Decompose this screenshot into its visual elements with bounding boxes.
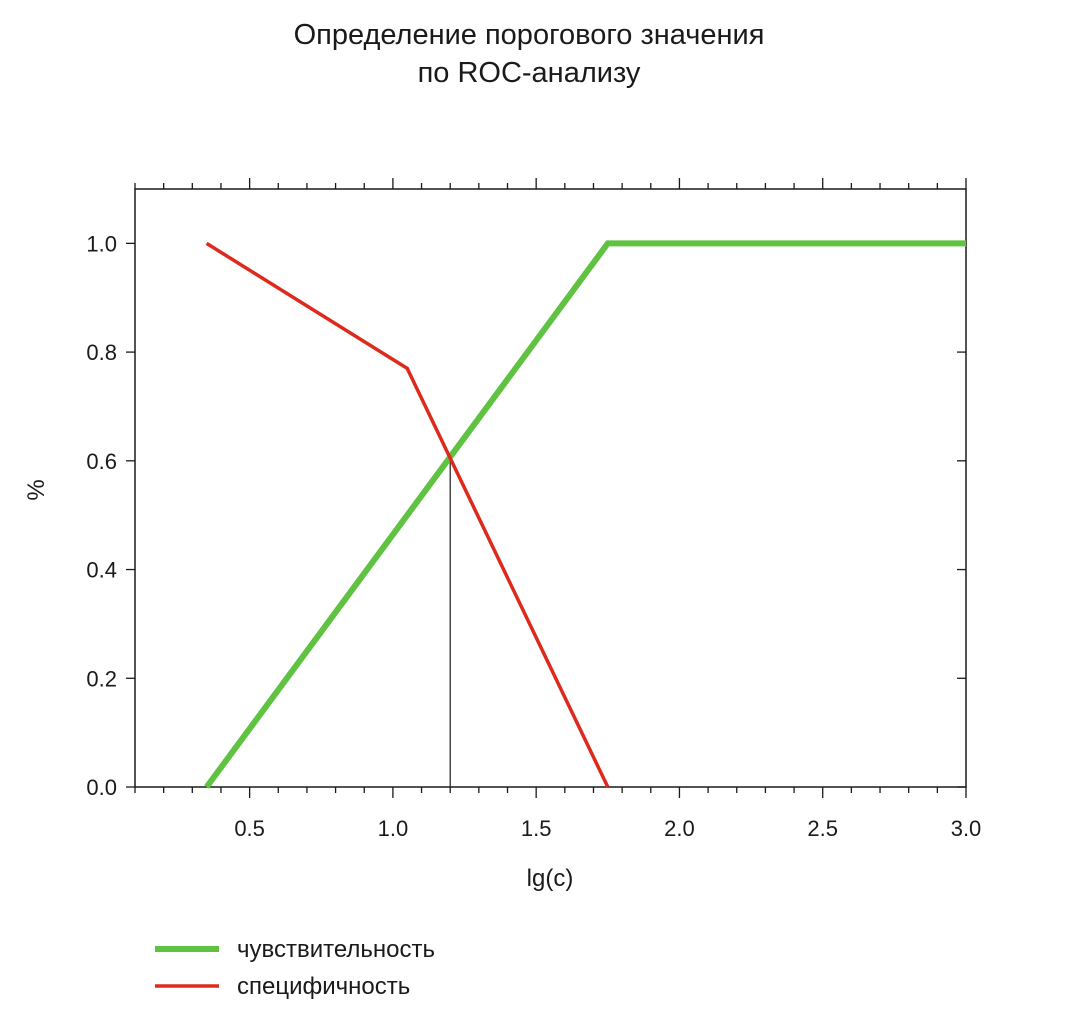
chart-title-line-2: по ROC-анализу bbox=[418, 57, 641, 89]
x-axis-label: lg(c) bbox=[527, 865, 574, 892]
y-axis-tick-labels: 0.0 0.2 0.4 0.6 0.8 1.0 bbox=[86, 231, 117, 800]
y-tick-label: 0.4 bbox=[86, 558, 117, 583]
series-line-specificity bbox=[205, 241, 610, 788]
y-tick-label: 1.0 bbox=[86, 231, 117, 256]
y-tick-label: 0.0 bbox=[86, 775, 117, 800]
legend: чувствительность специфичность bbox=[155, 936, 435, 1000]
x-tick-label: 0.5 bbox=[234, 816, 265, 841]
series-layer bbox=[204, 240, 966, 789]
y-axis-label: % bbox=[23, 479, 50, 500]
x-axis-tick-labels: 0.5 1.0 1.5 2.0 2.5 3.0 bbox=[234, 816, 981, 841]
x-tick-label: 1.5 bbox=[521, 816, 552, 841]
plot-frame bbox=[134, 188, 967, 788]
y-tick-label: 0.6 bbox=[86, 449, 117, 474]
series-line-sensitivity bbox=[204, 240, 966, 789]
legend-label: специфичность bbox=[237, 973, 410, 1000]
x-tick-label: 1.0 bbox=[378, 816, 409, 841]
x-tick-label: 2.5 bbox=[807, 816, 838, 841]
x-tick-label: 2.0 bbox=[664, 816, 695, 841]
y-tick-label: 0.8 bbox=[86, 340, 117, 365]
x-axis-ticks bbox=[134, 178, 967, 798]
chart-title-line-1: Определение порогового значения bbox=[294, 19, 765, 51]
legend-label: чувствительность bbox=[237, 936, 435, 963]
y-tick-label: 0.2 bbox=[86, 666, 117, 691]
x-tick-label: 3.0 bbox=[951, 816, 982, 841]
